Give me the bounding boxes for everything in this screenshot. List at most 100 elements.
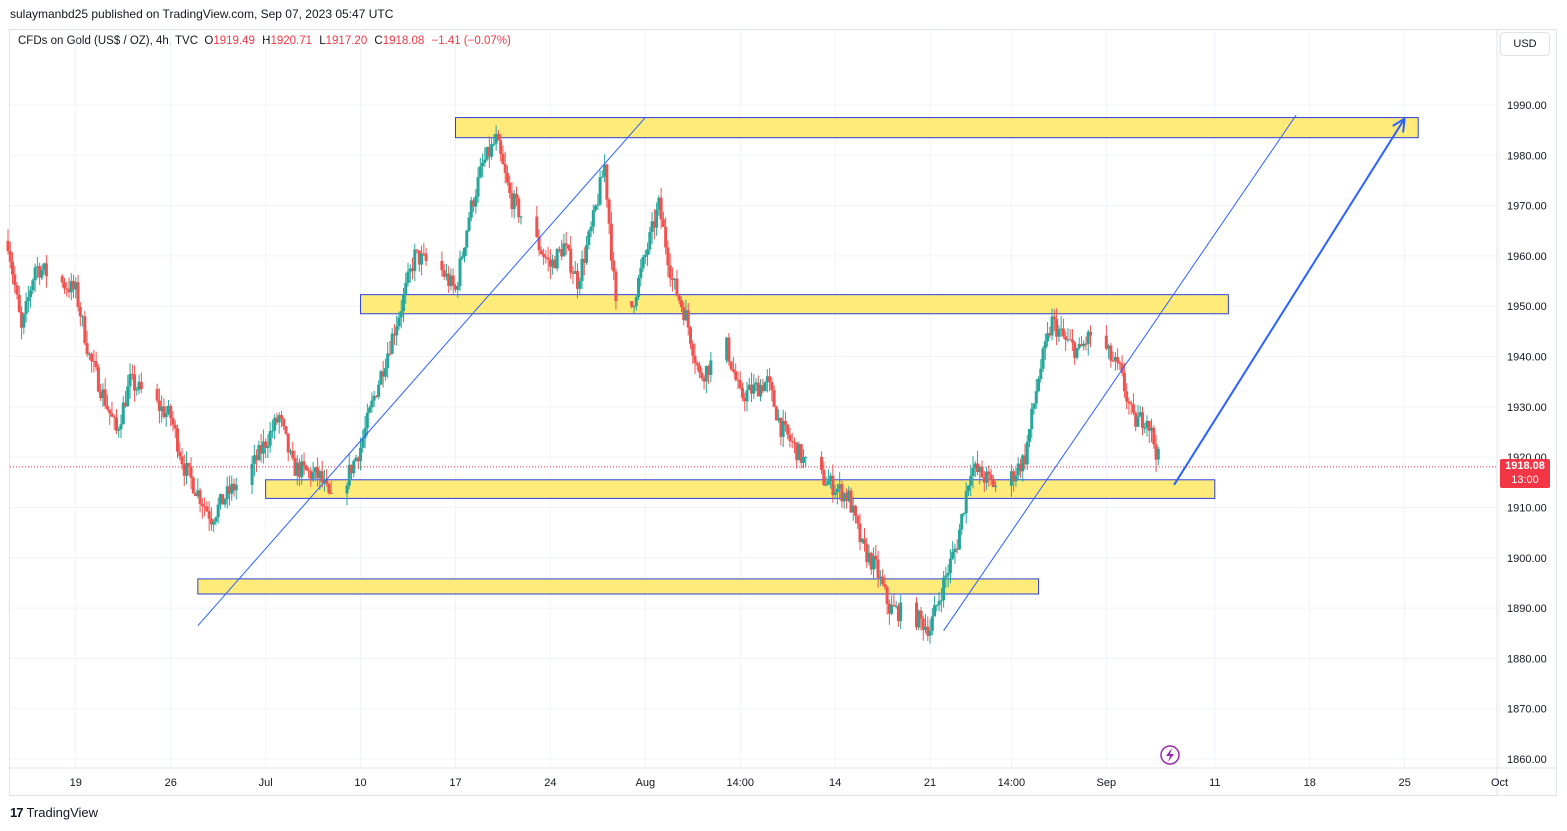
candle-body [689,327,693,344]
y-tick-label: 1980.00 [1507,150,1547,162]
candle-body [1064,336,1068,340]
candle-body [203,505,207,507]
candle-body [1147,420,1151,431]
candle-body [284,426,288,434]
candle-body [13,274,17,286]
candle-body [980,466,984,478]
candle-body [456,286,460,290]
candle-body [250,463,254,485]
candle-body [295,462,299,476]
candle-body [560,249,564,257]
candle-body [564,243,568,246]
candle-body [1052,316,1056,319]
tradingview-logo[interactable]: 17 TradingView [10,805,98,820]
candle-body [363,428,367,439]
candle-body [745,390,749,402]
candle-body [501,153,505,165]
candle-body [1073,342,1077,358]
symbol-label[interactable]: CFDs on Gold (US$ / OZ), 4h, TVC [18,35,199,47]
candle-body [736,379,740,381]
candle-body [700,372,704,378]
candle-body [673,278,677,281]
candle-body [1039,368,1043,380]
candle-body [989,474,993,479]
candle-body [727,337,731,362]
x-tick-label: Sep [1097,777,1117,789]
candle-body [926,626,930,636]
low-value: 1917.20 [325,35,368,47]
candle-body [505,172,509,183]
candle-body [851,505,855,513]
candle-body [695,362,699,366]
candle-body [955,548,959,550]
candle-body [1061,328,1065,337]
candle-body [1134,412,1138,427]
candle-body [478,166,482,178]
candle-body [196,490,200,497]
candle-body [555,249,559,269]
candle-body [35,266,39,268]
candle-body [316,467,320,479]
candle-body [892,604,896,607]
candle-body [740,387,744,398]
candle-body [390,333,394,354]
candle-body [218,494,222,505]
candle-body [743,397,747,402]
candle-body [1129,403,1133,405]
candle-body [585,245,589,263]
candle-body [458,258,462,287]
candle-body [557,249,561,251]
candle-body [499,140,503,154]
candle-body [212,521,216,525]
candle-body [29,290,33,298]
candle-body [1154,444,1158,460]
candle-body [302,461,306,466]
candle-body [1037,379,1041,392]
candle-body [777,417,781,421]
x-tick-label: Jul [259,777,273,789]
candle-body [1023,455,1027,465]
candle-body [1116,357,1120,363]
candle-body [309,470,313,479]
candle-body [38,266,42,278]
candle-body [1120,364,1124,373]
candle-body [1077,344,1081,348]
candle-body [404,283,408,295]
candle-body [512,193,516,210]
candle-body [137,381,141,390]
candle-body [76,282,80,308]
candle-body [693,355,697,363]
candle-body [761,385,765,392]
candle-body [370,400,374,408]
candle-body [863,538,867,544]
x-tick-label: Aug [636,777,656,789]
candle-body [171,417,175,425]
y-tick-label: 1940.00 [1507,352,1547,364]
candle-body [221,494,225,505]
candle-body [1089,331,1093,336]
candle-body [94,361,98,368]
candle-body [78,307,82,317]
candle-body [514,193,518,199]
candle-body [492,143,496,145]
candle-body [1057,329,1061,337]
candle-body [318,471,322,479]
candle-body [691,343,695,356]
candle-body [883,583,887,587]
candle-body [388,353,392,355]
candle-body [485,147,489,160]
candle-body [1131,404,1135,413]
currency-button[interactable]: USD [1500,32,1550,56]
candle-body [643,254,647,258]
x-tick-label: 11 [1209,777,1220,789]
candle-body [92,360,96,362]
candle-body [1107,345,1111,349]
candle-body [304,465,308,471]
candle-body [81,316,85,318]
candle-body [951,552,955,559]
candle-body [933,605,937,617]
candle-body [1068,339,1072,341]
candle-body [872,555,876,570]
x-tick-label: 26 [165,777,177,789]
